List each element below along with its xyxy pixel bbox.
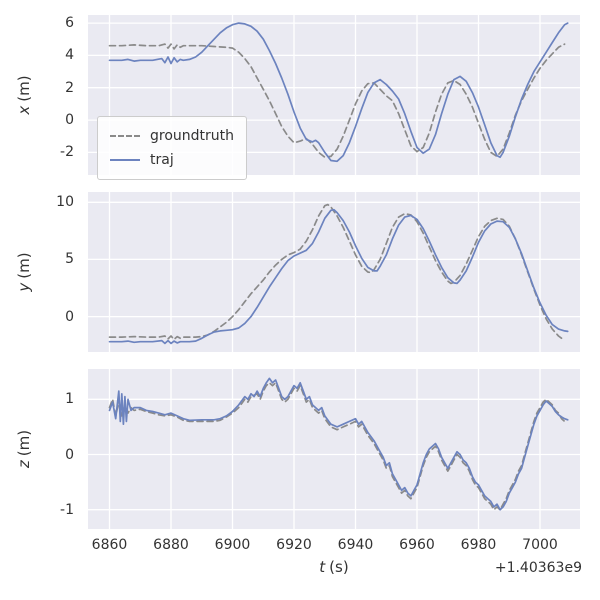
legend-label-traj: traj	[150, 152, 174, 168]
y-axis-label-y-unit: (m)	[15, 252, 33, 279]
series-line-groundtruth	[108, 43, 566, 159]
y-tick-labels-z: -1 0 1	[30, 369, 82, 529]
x-tick-labels: 6860 6880 6900 6920 6940 6960 6980 7000	[0, 537, 600, 555]
x-axis-label-var: t	[319, 558, 326, 576]
y-axis-label-z-unit: (m)	[15, 429, 33, 457]
y-tick-label: 4	[65, 47, 74, 64]
y-tick-label: 6	[65, 15, 74, 32]
y-tick-label: 10	[56, 194, 74, 211]
y-tick-label: 0	[65, 308, 74, 325]
x-tick-label: 6900	[214, 537, 251, 553]
y-tick-label: 2	[65, 79, 74, 96]
y-axis-label-x: x (m)	[15, 75, 33, 114]
x-tick-label: 6880	[153, 537, 189, 553]
legend-entry-groundtruth: groundtruth	[110, 124, 234, 148]
x-tick-label: 7000	[522, 537, 558, 553]
subplot-z: -1 0 1	[60, 369, 580, 529]
legend-entry-traj: traj	[110, 148, 234, 172]
groundtruth-line-sample-icon	[110, 135, 140, 137]
y-axis-label-y-var: y	[15, 282, 33, 292]
x-axis-label-unit: (s)	[329, 558, 349, 576]
plot-area-z	[88, 369, 580, 529]
y-tick-label: -1	[60, 501, 74, 518]
y-tick-label: 0	[65, 112, 74, 129]
y-axis-label-z: z (m)	[15, 430, 33, 468]
subplot-y: 0 5 10	[56, 192, 580, 352]
y-tick-label: -2	[60, 144, 74, 161]
plot-area-y	[88, 192, 580, 352]
x-axis-offset-label: +1.40363e9	[494, 560, 582, 576]
y-tick-label: 5	[65, 251, 74, 268]
legend-label-groundtruth: groundtruth	[150, 128, 235, 144]
y-axis-label-x-var: x	[15, 105, 33, 115]
y-tick-labels-x: -2 0 2 4 6	[30, 15, 82, 175]
series-line-traj	[108, 208, 569, 345]
series-line-groundtruth	[108, 203, 566, 342]
y-axis-label-z-var: z	[15, 460, 33, 469]
x-tick-label: 6940	[337, 537, 374, 553]
x-tick-label: 6920	[276, 537, 312, 553]
x-tick-label: 6860	[91, 537, 128, 553]
x-axis-label: t (s)	[319, 558, 348, 576]
legend: groundtruth traj	[97, 116, 248, 180]
series-line-traj	[108, 377, 569, 511]
y-tick-labels-y: 0 5 10	[30, 192, 82, 352]
y-axis-label-x-unit: (m)	[15, 75, 33, 102]
series-line-groundtruth	[108, 381, 566, 511]
y-axis-label-y: y (m)	[15, 252, 33, 291]
series-line-traj	[108, 22, 569, 163]
traj-line-sample-icon	[110, 159, 140, 161]
x-tick-label: 6980	[460, 537, 497, 553]
y-tick-label: 1	[65, 391, 74, 408]
x-tick-label: 6960	[399, 537, 435, 553]
y-tick-label: 0	[65, 446, 74, 463]
